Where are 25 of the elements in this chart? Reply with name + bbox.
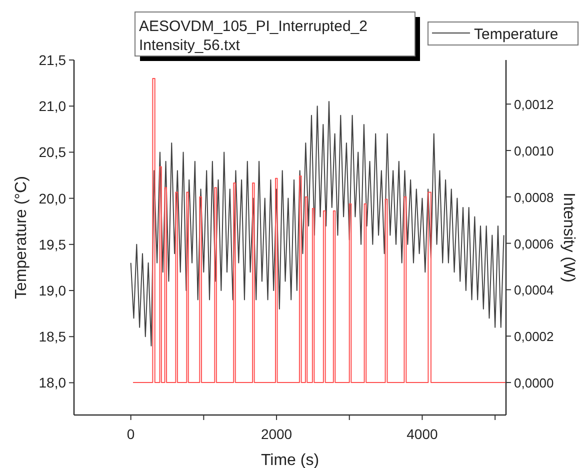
x-tick-label: 4000 — [406, 426, 438, 442]
y2-tick-label: 0,0000 — [514, 376, 554, 391]
y-tick-label: 21,0 — [38, 98, 66, 114]
chart-title: AESOVDM_105_PI_Interrupted_2 Intensity_56.txt — [139, 18, 368, 54]
y-tick-label: 20,0 — [38, 190, 66, 206]
y-tick-label: 19,5 — [38, 236, 66, 252]
y-tick-label: 18,5 — [38, 328, 66, 345]
y2-tick-label: 0,0006 — [514, 236, 554, 252]
y-axis-title: Temperature (°C) — [13, 176, 30, 299]
y2-tick-label: 0,0008 — [514, 190, 554, 205]
y-tick-label: 21,5 — [38, 52, 66, 68]
line-series — [132, 78, 506, 384]
y2-tick-label: 0,0002 — [514, 329, 554, 344]
y-tick-label: 18,0 — [38, 374, 66, 391]
y-tick-label: 19,0 — [38, 282, 66, 299]
y2-tick-label: 0,0010 — [514, 143, 554, 158]
x-axis-title: Time (s) — [260, 452, 320, 468]
y2-tick-label: 0,0012 — [514, 97, 554, 112]
y2-tick-label: 0,0004 — [514, 282, 554, 298]
y2-axis-title: Intensity (W) — [560, 192, 577, 282]
x-tick-label: 0 — [126, 426, 135, 442]
legend-label: Temperature — [474, 26, 558, 43]
x-tick-label: 2000 — [260, 426, 292, 442]
y-tick-label: 20,5 — [38, 144, 66, 160]
line-series — [130, 100, 504, 346]
